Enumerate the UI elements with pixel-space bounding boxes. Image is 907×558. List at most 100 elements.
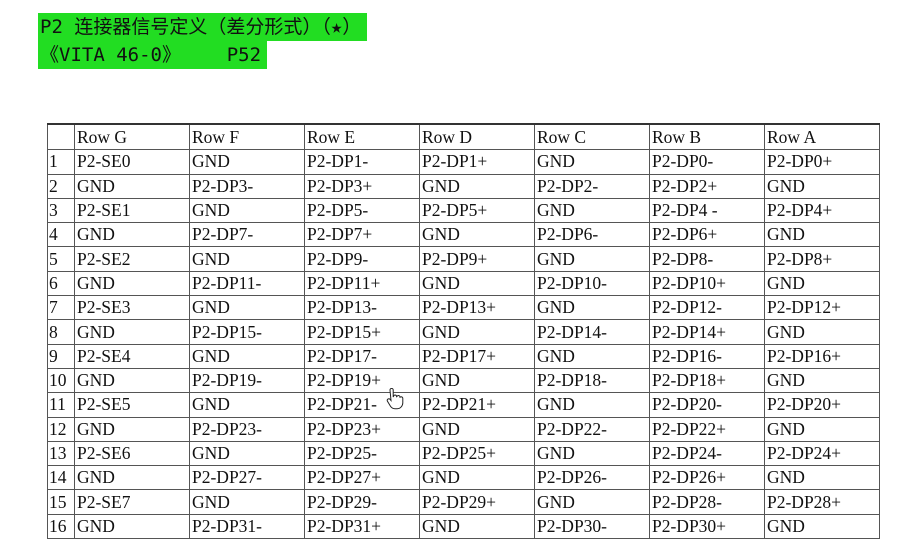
signal-cell: P2-DP27- bbox=[189, 465, 305, 491]
signal-cell: GND bbox=[764, 222, 880, 248]
signal-cell: P2-DP4 - bbox=[649, 197, 765, 224]
signal-cell: GND bbox=[74, 319, 190, 345]
signal-cell: P2-SE2 bbox=[74, 246, 190, 272]
signal-cell: P2-DP8- bbox=[649, 246, 765, 272]
signal-cell: GND bbox=[74, 270, 190, 297]
signal-cell: P2-DP29+ bbox=[419, 489, 535, 515]
signal-cell: GND bbox=[534, 343, 650, 369]
row-number-header bbox=[47, 123, 75, 151]
signal-cell: P2-SE6 bbox=[74, 440, 190, 467]
signal-cell: P2-DP31+ bbox=[304, 513, 420, 540]
table-row: 11 P2-SE5 GND P2-DP21- P2-DP21+ GND P2-DP20- P2… bbox=[47, 392, 880, 418]
row-number-cell: 8 bbox=[47, 319, 75, 345]
signal-cell: GND bbox=[74, 513, 190, 540]
signal-cell: GND bbox=[534, 440, 650, 467]
column-header: Row F bbox=[189, 123, 305, 151]
signal-cell: GND bbox=[189, 343, 305, 369]
signal-cell: P2-DP2+ bbox=[649, 173, 765, 199]
signal-cell: GND bbox=[189, 392, 305, 418]
signal-cell: GND bbox=[534, 392, 650, 418]
signal-cell: P2-DP7- bbox=[189, 222, 305, 248]
signal-cell: GND bbox=[534, 295, 650, 321]
signal-cell: P2-DP12+ bbox=[764, 295, 880, 321]
signal-cell: GND bbox=[189, 440, 305, 467]
signal-cell: P2-DP19+ bbox=[304, 367, 420, 394]
signal-cell: P2-SE4 bbox=[74, 343, 190, 369]
signal-cell: P2-DP28+ bbox=[764, 489, 880, 515]
table-row: 12 GND P2-DP23- P2-DP23+ GND P2-DP22- P2-DP22+… bbox=[47, 416, 880, 442]
signal-cell: P2-DP26+ bbox=[649, 465, 765, 491]
column-header: Row C bbox=[534, 123, 650, 151]
table-row: 8 GND P2-DP15- P2-DP15+ GND P2-DP14- P2-DP14+ G… bbox=[47, 319, 880, 345]
signal-cell: P2-DP8+ bbox=[764, 246, 880, 272]
table-body: 1 P2-SE0 GND P2-DP1- P2-DP1+ GND P2-DP0- P2-DP0… bbox=[47, 149, 880, 540]
signal-cell: P2-DP1+ bbox=[419, 149, 535, 175]
signal-cell: P2-DP24+ bbox=[764, 440, 880, 467]
signal-cell: P2-DP29- bbox=[304, 489, 420, 515]
table-row: 7 P2-SE3 GND P2-DP13- P2-DP13+ GND P2-DP12- P2-… bbox=[47, 295, 880, 321]
signal-cell: GND bbox=[189, 489, 305, 515]
table-row: 15 P2-SE7 GND P2-DP29- P2-DP29+ GND P2-DP28- P2… bbox=[47, 489, 880, 515]
signal-cell: P2-DP0+ bbox=[764, 149, 880, 175]
signal-cell: GND bbox=[419, 270, 535, 297]
signal-cell: GND bbox=[74, 367, 190, 394]
signal-cell: P2-DP3- bbox=[189, 173, 305, 199]
signal-cell: P2-DP25+ bbox=[419, 440, 535, 467]
signal-cell: P2-SE3 bbox=[74, 295, 190, 321]
title-block: P2 连接器信号定义（差分形式）（★） 《VITA 46-0》 P52 bbox=[38, 13, 368, 69]
signal-cell: P2-DP6- bbox=[534, 222, 650, 248]
signal-cell: P2-DP22- bbox=[534, 416, 650, 442]
signal-cell: GND bbox=[534, 149, 650, 175]
row-number-cell: 7 bbox=[47, 295, 75, 321]
signal-cell: P2-DP28- bbox=[649, 489, 765, 515]
signal-cell: GND bbox=[764, 465, 880, 491]
signal-cell: P2-SE5 bbox=[74, 392, 190, 418]
table-row: 1 P2-SE0 GND P2-DP1- P2-DP1+ GND P2-DP0- P2-DP0… bbox=[47, 149, 880, 175]
signal-cell: P2-DP24- bbox=[649, 440, 765, 467]
signal-cell: GND bbox=[74, 416, 190, 442]
row-number-cell: 11 bbox=[47, 392, 75, 418]
signal-cell: GND bbox=[764, 319, 880, 345]
signal-cell: P2-DP15+ bbox=[304, 319, 420, 345]
signal-cell: GND bbox=[534, 489, 650, 515]
row-number-cell: 1 bbox=[47, 149, 75, 175]
column-header: Row A bbox=[764, 123, 880, 151]
signal-cell: P2-DP30+ bbox=[649, 513, 765, 540]
signal-cell: P2-DP11- bbox=[189, 270, 305, 297]
signal-cell: P2-DP21+ bbox=[419, 392, 535, 418]
signal-cell: P2-DP10+ bbox=[649, 270, 765, 297]
signal-cell: P2-DP27+ bbox=[304, 465, 420, 491]
signal-cell: P2-DP23- bbox=[189, 416, 305, 442]
signal-cell: P2-DP4+ bbox=[764, 197, 880, 224]
page-title: P2 连接器信号定义（差分形式）（★） bbox=[38, 13, 368, 41]
signal-cell: GND bbox=[419, 319, 535, 345]
signal-cell: P2-DP12- bbox=[649, 295, 765, 321]
signal-cell: GND bbox=[534, 197, 650, 224]
signal-cell: GND bbox=[419, 416, 535, 442]
column-header: Row G bbox=[74, 123, 190, 151]
signal-cell: GND bbox=[419, 173, 535, 199]
signal-cell: P2-DP3+ bbox=[304, 173, 420, 199]
signal-cell: GND bbox=[189, 246, 305, 272]
table-row: 2 GND P2-DP3- P2-DP3+ GND P2-DP2- P2-DP2+ GND bbox=[47, 173, 880, 199]
signal-cell: P2-DP1- bbox=[304, 149, 420, 175]
table-row: 6 GND P2-DP11- P2-DP11+ GND P2-DP10- P2-DP10+ G… bbox=[47, 270, 880, 297]
signal-cell: GND bbox=[764, 416, 880, 442]
table-row: 16 GND P2-DP31- P2-DP31+ GND P2-DP30- P2-DP30+… bbox=[47, 513, 880, 540]
signal-cell: P2-DP16- bbox=[649, 343, 765, 369]
signal-cell: GND bbox=[419, 222, 535, 248]
row-number-cell: 5 bbox=[47, 246, 75, 272]
row-number-cell: 9 bbox=[47, 343, 75, 369]
column-header: Row E bbox=[304, 123, 420, 151]
signal-cell: P2-SE7 bbox=[74, 489, 190, 515]
row-number-cell: 15 bbox=[47, 489, 75, 515]
signal-cell: GND bbox=[764, 513, 880, 540]
table-header-row: Row G Row F Row E Row D Row C Row B Row A bbox=[47, 123, 880, 151]
signal-cell: P2-DP10- bbox=[534, 270, 650, 297]
signal-cell: P2-DP17- bbox=[304, 343, 420, 369]
row-number-cell: 13 bbox=[47, 440, 75, 467]
signal-cell: P2-DP14- bbox=[534, 319, 650, 345]
table-row: 3 P2-SE1 GND P2-DP5- P2-DP5+ GND P2-DP4 - P2-DP… bbox=[47, 197, 880, 224]
signal-cell: P2-DP18- bbox=[534, 367, 650, 394]
signal-cell: P2-DP20+ bbox=[764, 392, 880, 418]
